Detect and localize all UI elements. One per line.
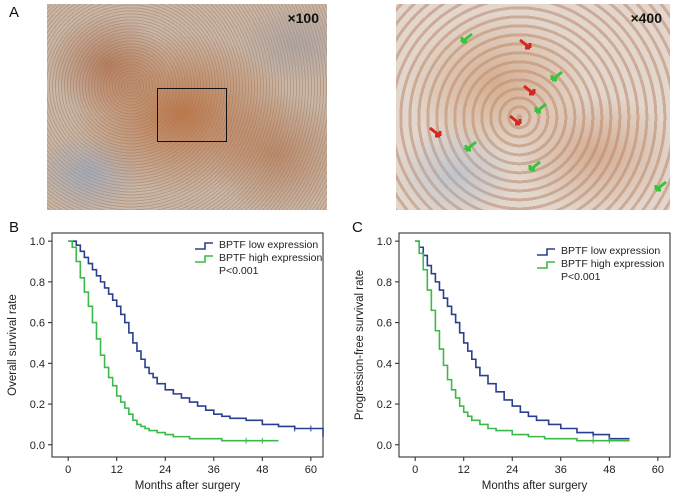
green-arrow <box>550 70 563 82</box>
zoom-region-box <box>157 88 227 142</box>
x-tick-label: 12 <box>458 464 470 476</box>
y-tick-label: 0.2 <box>30 399 45 411</box>
panel-label-a: A <box>9 4 20 21</box>
x-tick-label: 12 <box>111 464 123 476</box>
overall-survival-chart: 0 12 24 36 48 60 0.0 0.2 0.4 0.6 0.8 1.0 Months afte… <box>7 232 324 492</box>
series-line <box>415 240 630 440</box>
red-arrow <box>523 84 536 96</box>
red-arrow <box>509 114 522 126</box>
y-tick-label: 0.4 <box>377 358 392 370</box>
green-arrow <box>464 140 477 152</box>
legend-swatch <box>195 255 213 263</box>
y-tick-label: 0.0 <box>30 440 45 452</box>
red-arrow <box>519 38 532 50</box>
y-tick-label: 0.6 <box>377 318 392 330</box>
green-arrow <box>528 160 541 172</box>
series-line <box>415 240 630 442</box>
green-arrow <box>460 32 473 44</box>
x-tick-label: 48 <box>603 464 615 476</box>
x-tick-label: 48 <box>256 464 268 476</box>
legend-entry: BPTF high expression <box>219 252 322 264</box>
x-tick-label: 0 <box>65 464 71 476</box>
x-tick-label: 24 <box>506 464 518 476</box>
legend-entry: BPTF low expression <box>219 239 318 251</box>
p-value-annotation: P<0.001 <box>561 271 601 283</box>
x-tick-label: 60 <box>652 464 664 476</box>
green-arrow <box>534 102 547 114</box>
magnification-label-400: ×400 <box>630 10 662 26</box>
plot-frame <box>51 232 324 458</box>
y-tick-label: 0.6 <box>30 318 45 330</box>
green-arrow <box>654 180 667 192</box>
legend-swatch <box>537 248 555 256</box>
series-line <box>68 240 324 437</box>
legend-entry: BPTF high expression <box>561 258 664 270</box>
x-tick-label: 60 <box>305 464 317 476</box>
legend-entry: BPTF low expression <box>561 245 660 257</box>
y-tick-label: 1.0 <box>30 236 45 248</box>
x-tick-label: 36 <box>555 464 567 476</box>
series-line <box>68 240 279 442</box>
arrow-overlay <box>429 32 667 192</box>
panel-label-c: C <box>352 219 363 236</box>
legend-swatch <box>537 261 555 269</box>
x-tick-label: 0 <box>412 464 418 476</box>
magnification-label-100: ×100 <box>287 10 319 26</box>
y-tick-label: 1.0 <box>377 236 392 248</box>
y-tick-label: 0.2 <box>377 399 392 411</box>
legend-swatch <box>195 242 213 250</box>
x-tick-label: 24 <box>159 464 171 476</box>
y-tick-label: 0.8 <box>377 277 392 289</box>
micrograph-100x: ×100 <box>47 4 327 210</box>
panel-label-b: B <box>9 219 20 236</box>
red-arrow <box>429 126 442 138</box>
y-axis-label: Overall survival rate <box>7 294 19 396</box>
x-axis-label: Months after surgery <box>482 480 588 492</box>
y-tick-label: 0.0 <box>377 440 392 452</box>
y-axis-label: Progression-free survival rate <box>354 270 366 420</box>
micrograph-400x: ×400 <box>396 4 670 210</box>
y-tick-label: 0.4 <box>30 358 45 370</box>
p-value-annotation: P<0.001 <box>219 265 259 277</box>
plot-frame <box>398 232 671 458</box>
x-tick-label: 36 <box>208 464 220 476</box>
x-axis-label: Months after surgery <box>135 480 241 492</box>
y-tick-label: 0.8 <box>30 277 45 289</box>
progression-free-survival-chart: 0 12 24 36 48 60 0.0 0.2 0.4 0.6 0.8 1.0 Months afte… <box>354 232 671 492</box>
